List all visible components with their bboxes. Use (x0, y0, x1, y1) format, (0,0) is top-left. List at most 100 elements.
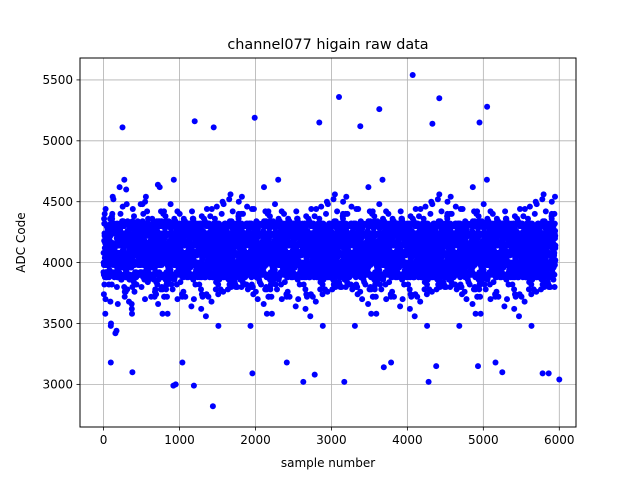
data-point (443, 284, 449, 290)
data-point (254, 296, 261, 303)
data-point (428, 288, 435, 295)
data-point (164, 293, 170, 300)
data-point (190, 276, 197, 283)
data-point (434, 196, 441, 203)
data-point (343, 193, 350, 200)
data-point (203, 206, 210, 212)
data-point (292, 303, 299, 310)
data-point (177, 279, 184, 286)
data-point (258, 281, 264, 288)
data-point (405, 281, 412, 288)
data-point (235, 198, 242, 205)
data-point (461, 288, 468, 295)
data-point (142, 198, 149, 205)
data-point (469, 184, 476, 191)
data-point (167, 201, 174, 208)
data-point (154, 281, 161, 288)
data-point (109, 210, 116, 217)
data-point (128, 301, 135, 307)
data-point (423, 291, 430, 298)
data-point (265, 208, 272, 215)
data-point (117, 210, 124, 217)
data-point (198, 286, 204, 293)
data-point (469, 301, 476, 307)
data-point (373, 310, 380, 317)
data-point (107, 359, 114, 366)
data-point (355, 206, 362, 212)
data-point (372, 293, 379, 300)
data-point (167, 266, 174, 273)
data-point (190, 218, 197, 225)
data-point (300, 281, 307, 288)
data-point (226, 196, 233, 203)
data-point (318, 203, 325, 210)
data-point (476, 286, 483, 293)
data-point (324, 288, 331, 295)
data-point (389, 288, 396, 295)
data-point (164, 310, 171, 317)
data-point (196, 281, 203, 288)
data-point (319, 322, 326, 329)
data-point (309, 293, 316, 300)
data-point (414, 293, 421, 300)
data-point (268, 293, 275, 300)
data-point (307, 313, 314, 320)
data-point (324, 201, 331, 208)
data-point (121, 293, 128, 300)
data-point (124, 286, 131, 293)
data-point (212, 286, 219, 293)
data-point (424, 281, 430, 288)
data-point (348, 203, 355, 210)
data-point (474, 208, 481, 215)
data-point (286, 293, 293, 300)
data-point (162, 213, 169, 220)
data-point (123, 186, 130, 193)
data-point (448, 210, 455, 217)
data-point (313, 206, 320, 212)
data-point (261, 184, 267, 191)
data-point (376, 266, 383, 273)
data-point (240, 210, 246, 217)
data-point (340, 215, 346, 222)
data-point (108, 320, 114, 327)
data-point (417, 298, 424, 305)
data-point (456, 322, 463, 329)
data-point (368, 310, 375, 317)
data-point (102, 310, 109, 317)
data-point (386, 279, 393, 286)
data-point (416, 213, 422, 220)
data-point (101, 281, 108, 288)
data-point (208, 206, 215, 212)
data-point (365, 301, 372, 307)
data-point (424, 322, 431, 329)
data-point (283, 359, 290, 366)
data-point (249, 284, 256, 290)
data-point (388, 359, 395, 366)
data-point (138, 284, 145, 290)
data-point (391, 293, 397, 300)
data-point (399, 296, 406, 303)
data-point (180, 288, 187, 295)
data-point (377, 281, 384, 288)
data-point (316, 215, 323, 222)
data-point (311, 213, 318, 220)
data-point (447, 193, 454, 200)
data-point (399, 218, 406, 225)
data-point (295, 296, 302, 303)
data-point (133, 281, 140, 288)
data-point (274, 286, 280, 293)
data-point (218, 210, 225, 217)
data-point (354, 284, 361, 290)
data-point (176, 210, 183, 217)
data-point (294, 218, 301, 225)
data-point (189, 208, 195, 215)
data-point (340, 198, 347, 205)
data-point (116, 184, 123, 191)
data-point (308, 206, 315, 212)
data-point (101, 215, 108, 222)
data-point (362, 281, 369, 288)
data-point (107, 298, 114, 305)
data-point (234, 284, 241, 290)
data-point (114, 301, 121, 307)
data-point (121, 176, 128, 183)
